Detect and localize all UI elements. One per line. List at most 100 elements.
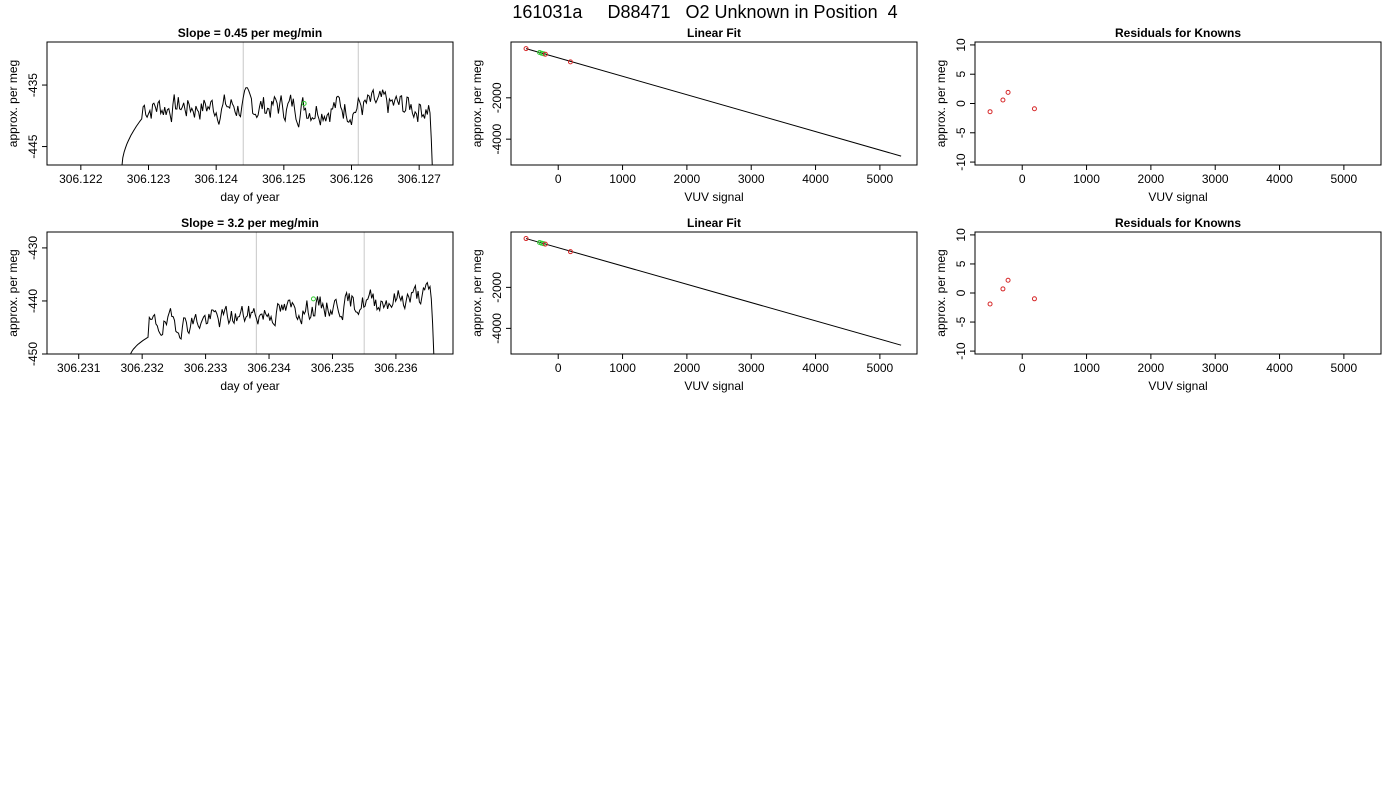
y-tick-label: -445 [26, 134, 40, 158]
x-tick-label: 4000 [1266, 361, 1293, 375]
x-tick-label: 5000 [1331, 172, 1358, 186]
x-tick-label: 3000 [738, 172, 765, 186]
x-tick-label: 2000 [674, 361, 701, 375]
fit-line [525, 48, 902, 157]
panel-title: Residuals for Knowns [1115, 216, 1241, 230]
plot-area [987, 277, 1037, 307]
y-tick-label: -430 [26, 236, 40, 260]
panel-4: Slope = 3.2 per meg/min 306.231 306.232 306… [6, 216, 454, 393]
y-tick-label: -4000 [490, 123, 504, 154]
data-point [301, 101, 307, 106]
y-tick-label: 0 [954, 100, 968, 107]
x-tick-label: 306.123 [127, 172, 171, 186]
plot-frame [46, 231, 454, 355]
y-axis-label: approx. per meg [934, 249, 948, 336]
data-point [523, 46, 529, 52]
data-trace [121, 87, 433, 165]
x-tick-label: 3000 [1202, 172, 1229, 186]
y-tick-label: 5 [954, 71, 968, 78]
y-axis-label: approx. per meg [6, 249, 20, 336]
plot-frame [46, 41, 454, 166]
data-point [987, 301, 993, 307]
y-tick-label: 10 [954, 38, 968, 52]
data-trace [130, 281, 435, 354]
y-tick-label: -440 [26, 289, 40, 313]
x-tick-label: 4000 [802, 361, 829, 375]
plot-frame [974, 41, 1382, 166]
y-tick-label: -2000 [490, 272, 504, 303]
y-tick-label: -5 [954, 127, 968, 138]
panel-title: Slope = 0.45 per meg/min [178, 26, 322, 40]
y-tick-label: -10 [954, 342, 968, 360]
data-point [1000, 286, 1006, 292]
plot-area [130, 281, 435, 354]
plot-frame [510, 41, 918, 166]
x-tick-label: 306.234 [247, 361, 291, 375]
x-tick-label: 4000 [802, 172, 829, 186]
x-tick-label: 306.233 [184, 361, 228, 375]
plot-area [987, 89, 1037, 115]
panel-3: Residuals for Knowns 0 1000 2000 3000 4000 500… [934, 26, 1382, 204]
y-axis-label: approx. per meg [470, 60, 484, 147]
x-tick-label: 1000 [609, 172, 636, 186]
panel-title: Linear Fit [687, 216, 741, 230]
x-tick-label: 306.124 [194, 172, 238, 186]
data-point [540, 241, 546, 247]
x-axis-label: VUV signal [1148, 379, 1207, 393]
data-point [1031, 296, 1037, 302]
x-tick-label: 2000 [1138, 172, 1165, 186]
panel-title: Residuals for Knowns [1115, 26, 1241, 40]
y-tick-label: -10 [954, 153, 968, 171]
y-axis-label: approx. per meg [470, 249, 484, 336]
x-tick-label: 306.231 [57, 361, 101, 375]
data-point [987, 109, 993, 115]
x-tick-label: 3000 [1202, 361, 1229, 375]
y-tick-label: -435 [26, 73, 40, 97]
x-tick-label: 306.235 [311, 361, 355, 375]
fit-line [525, 238, 902, 346]
x-tick-label: 5000 [867, 172, 894, 186]
data-point [523, 236, 529, 242]
x-tick-label: 306.126 [330, 172, 374, 186]
y-tick-label: -450 [26, 342, 40, 366]
x-tick-label: 1000 [1073, 361, 1100, 375]
figure-title: 161031a D88471 O2 Unknown in Position 4 [512, 2, 897, 22]
plot-area [121, 87, 433, 165]
plot-area [523, 236, 902, 346]
x-axis-label: VUV signal [1148, 190, 1207, 204]
plot-frame [510, 231, 918, 355]
panel-title: Slope = 3.2 per meg/min [181, 216, 319, 230]
x-tick-label: 306.127 [397, 172, 441, 186]
data-point [1005, 277, 1011, 283]
y-axis-label: approx. per meg [6, 60, 20, 147]
panel-title: Linear Fit [687, 26, 741, 40]
panel-2: Linear Fit 0 1000 2000 3000 4000 5000 -2000 -400… [470, 26, 918, 204]
x-tick-label: 1000 [1073, 172, 1100, 186]
panel-6: Residuals for Knowns 0 1000 2000 3000 4000 500… [934, 216, 1382, 393]
data-point [1031, 106, 1037, 112]
x-axis-label: day of year [220, 190, 279, 204]
x-tick-label: 306.236 [374, 361, 418, 375]
data-point [542, 241, 548, 247]
y-tick-label: -5 [954, 316, 968, 327]
x-axis-label: VUV signal [684, 379, 743, 393]
x-tick-label: 2000 [1138, 361, 1165, 375]
y-tick-label: -2000 [490, 82, 504, 113]
y-tick-label: 10 [954, 228, 968, 242]
x-tick-label: 5000 [867, 361, 894, 375]
x-tick-label: 0 [1019, 172, 1026, 186]
x-tick-label: 306.122 [59, 172, 103, 186]
x-tick-label: 3000 [738, 361, 765, 375]
data-point [567, 249, 573, 255]
data-point [1000, 97, 1006, 103]
x-tick-label: 0 [555, 361, 562, 375]
x-tick-label: 306.232 [120, 361, 164, 375]
x-axis-label: day of year [220, 379, 279, 393]
y-axis-label: approx. per meg [934, 60, 948, 147]
y-tick-label: -4000 [490, 313, 504, 344]
x-tick-label: 4000 [1266, 172, 1293, 186]
x-tick-label: 306.125 [262, 172, 306, 186]
plot-area [523, 46, 902, 157]
data-point [1005, 89, 1011, 95]
